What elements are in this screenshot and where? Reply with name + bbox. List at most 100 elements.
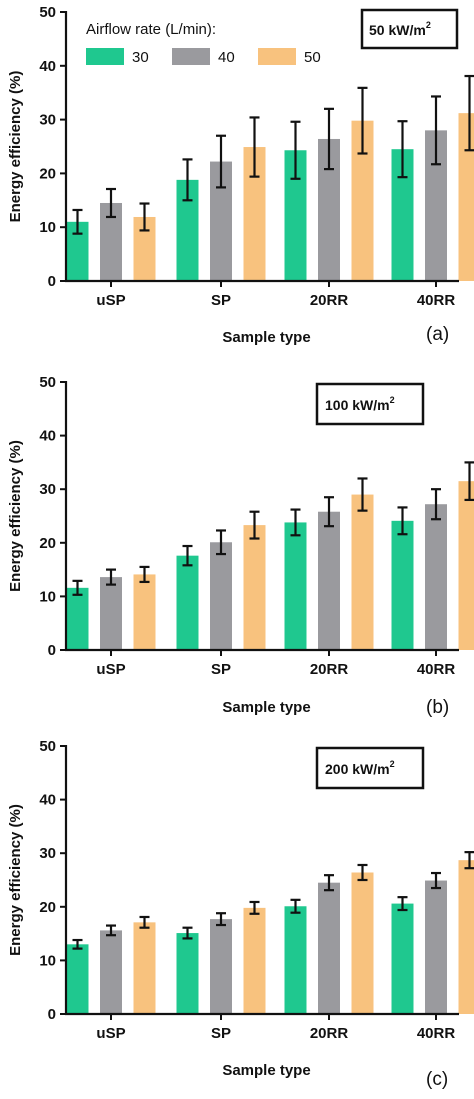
error-bar-sp-30	[182, 544, 193, 567]
bar-20rr-30	[284, 150, 307, 281]
error-bar-sp-40	[216, 134, 226, 189]
bar-40rr-40	[425, 504, 447, 650]
panel-label: (c)	[426, 1069, 448, 1090]
bar-usp-30	[66, 221, 89, 281]
y-tick-label: 50	[39, 374, 56, 391]
bar-40rr-40	[425, 130, 447, 281]
y-tick-label: 40	[39, 792, 56, 809]
bar-40rr-30	[391, 520, 414, 650]
error-bar-sp-40	[216, 529, 226, 556]
y-axis-label: Energy efficiency (%)	[7, 71, 24, 223]
bar-sp-30	[176, 179, 199, 281]
error-bar-20rr-40	[324, 874, 334, 892]
bar-sp-30	[176, 555, 199, 650]
x-tick-label-usp: uSP	[96, 1025, 125, 1042]
bar-20rr-50	[351, 872, 374, 1014]
error-bar-40rr-30	[397, 896, 408, 912]
legend-swatch-50	[258, 48, 296, 65]
bar-20rr-30	[284, 522, 307, 650]
panel-label: (a)	[426, 324, 449, 345]
error-bar-usp-40	[106, 187, 116, 219]
bar-sp-40	[210, 542, 232, 650]
heat-flux-box-b: 100 kW/m2	[315, 382, 425, 426]
bar-sp-50	[243, 147, 266, 281]
legend-title: Airflow rate (L/min):	[86, 21, 216, 38]
x-axis-label: Sample type	[222, 329, 310, 346]
bar-usp-50	[133, 922, 156, 1014]
panel-label: (b)	[426, 697, 449, 718]
error-bar-20rr-40	[324, 496, 334, 528]
x-tick-label-40rr: 40RR	[417, 292, 456, 309]
x-tick-label-20rr: 20RR	[310, 292, 349, 309]
error-bar-sp-40	[216, 912, 226, 927]
x-tick-label-usp: uSP	[96, 292, 125, 309]
bar-sp-40	[210, 919, 232, 1014]
bar-40rr-50	[458, 860, 474, 1014]
bar-40rr-50	[458, 481, 474, 650]
bar-40rr-50	[458, 113, 474, 281]
chart-panel-c: 0 10 20 30 40 50 uSP SP 20RR 40RR Sample type Energ…	[7, 738, 474, 1090]
y-tick-label: 20	[39, 535, 56, 552]
bar-usp-50	[133, 574, 156, 650]
bar-usp-30	[66, 944, 89, 1014]
error-bar-usp-40	[106, 568, 116, 586]
error-bar-usp-50	[139, 202, 150, 232]
bar-40rr-30	[391, 903, 414, 1014]
error-bar-20rr-30	[290, 898, 301, 914]
error-bar-20rr-50	[357, 477, 368, 512]
bar-sp-50	[243, 525, 266, 650]
y-tick-label: 20	[39, 165, 56, 182]
x-axis-label: Sample type	[222, 699, 310, 716]
heat-flux-box-c: 200 kW/m2	[315, 746, 425, 790]
bar-usp-40	[100, 930, 122, 1014]
legend-swatch-30	[86, 48, 124, 65]
bar-40rr-40	[425, 880, 447, 1014]
x-tick-label-sp: SP	[211, 1025, 231, 1042]
legend-label-50: 50	[304, 49, 321, 66]
heat-flux-text-b: 100 kW/m2	[325, 395, 395, 413]
y-tick-label: 0	[48, 642, 56, 659]
error-bar-40rr-50	[464, 851, 474, 870]
error-bar-40rr-50	[464, 461, 474, 502]
y-tick-label: 30	[39, 845, 56, 862]
error-bar-sp-50	[249, 510, 260, 540]
y-tick-label: 10	[39, 219, 56, 236]
y-tick-label: 0	[48, 273, 56, 290]
bar-sp-30	[176, 933, 199, 1014]
error-bar-sp-30	[182, 158, 193, 202]
error-bar-usp-50	[139, 565, 150, 584]
x-tick-label-20rr: 20RR	[310, 1025, 349, 1042]
x-tick-label-20rr: 20RR	[310, 661, 349, 678]
error-bar-40rr-40	[431, 95, 441, 166]
error-bar-40rr-50	[464, 74, 474, 152]
error-bar-sp-30	[182, 926, 193, 940]
x-tick-label-sp: SP	[211, 661, 231, 678]
bar-20rr-50	[351, 120, 374, 282]
heat-flux-text-c: 200 kW/m2	[325, 759, 395, 777]
error-bar-usp-50	[139, 915, 150, 929]
bar-20rr-30	[284, 906, 307, 1014]
bar-20rr-40	[318, 882, 340, 1014]
error-bar-40rr-30	[397, 120, 408, 179]
chart-panel-b: 0 10 20 30 40 50 uSP SP 20RR 40RR Sample type Energ…	[7, 374, 474, 718]
y-tick-label: 50	[39, 738, 56, 755]
error-bar-40rr-40	[431, 488, 441, 521]
legend-label-30: 30	[132, 49, 149, 66]
legend: Airflow rate (L/min): 30 40 50	[86, 21, 321, 66]
error-bar-usp-40	[106, 924, 116, 937]
y-axis-label: Energy efficiency (%)	[7, 440, 24, 592]
error-bar-20rr-40	[324, 107, 334, 171]
bar-usp-40	[100, 577, 122, 650]
y-tick-label: 40	[39, 428, 56, 445]
bar-20rr-50	[351, 494, 374, 650]
error-bar-40rr-40	[431, 871, 441, 890]
x-tick-label-40rr: 40RR	[417, 1025, 456, 1042]
y-tick-label: 30	[39, 481, 56, 498]
bar-40rr-30	[391, 149, 414, 281]
y-tick-label: 30	[39, 112, 56, 129]
error-bar-usp-30	[72, 208, 83, 235]
y-tick-label: 20	[39, 899, 56, 916]
chart-panel-a: 0 10 20 30 40 50 uSP SP 20RR 40RR Sample type Energ…	[7, 4, 474, 346]
y-axis-label: Energy efficiency (%)	[7, 804, 24, 956]
bar-sp-40	[210, 161, 232, 281]
